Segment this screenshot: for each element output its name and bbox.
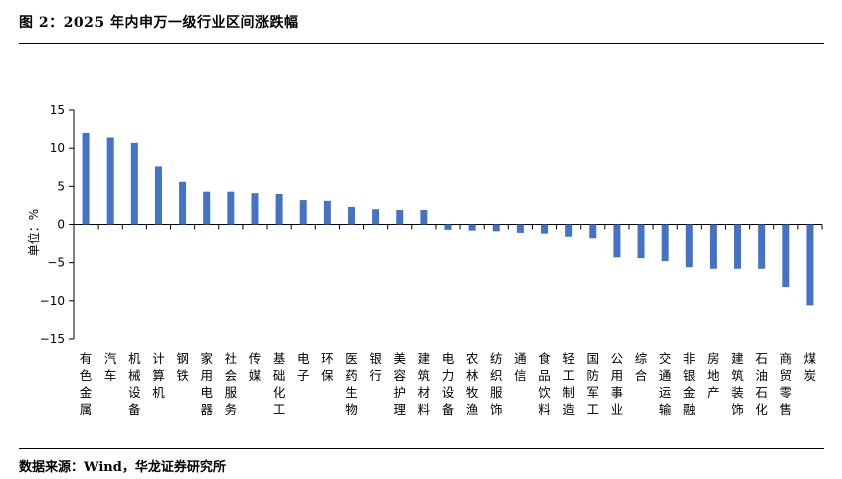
bar (444, 224, 452, 230)
bottom-rule (19, 448, 824, 449)
category-label: 汽车 (104, 351, 117, 383)
y-tick-label: 5 (57, 179, 65, 193)
bar (709, 224, 717, 269)
category-label: 综合 (635, 351, 648, 383)
bar (589, 224, 597, 239)
bar (637, 224, 645, 259)
category-label: 机械设备 (128, 351, 141, 417)
category-label: 轻工制造 (562, 351, 575, 417)
category-label: 建筑材料 (418, 351, 431, 417)
y-tick-label: −5 (47, 256, 65, 270)
bar (299, 200, 307, 225)
category-label: 环保 (321, 351, 334, 383)
category-label: 煤炭 (804, 351, 817, 383)
bar (106, 137, 114, 225)
category-label: 有色金属 (80, 351, 93, 417)
category-label: 医药生物 (345, 351, 358, 417)
y-axis-label: 单位：% (26, 209, 41, 256)
category-label: 钢铁 (176, 351, 189, 383)
category-label: 建筑装饰 (731, 351, 744, 417)
bar (613, 224, 621, 258)
bar (396, 209, 404, 225)
category-label: 石油石化 (755, 351, 768, 417)
category-label: 银行 (369, 351, 382, 383)
category-label: 非银金融 (683, 351, 696, 417)
y-tick-label: 15 (50, 103, 65, 117)
bar (203, 191, 211, 225)
bar (734, 224, 742, 269)
bar (227, 191, 235, 225)
bar (541, 224, 549, 234)
category-label: 传媒 (249, 351, 262, 383)
bar (492, 224, 500, 232)
category-label: 通信 (514, 351, 527, 383)
category-label: 纺织服饰 (490, 351, 503, 417)
bar (468, 224, 476, 231)
bar (372, 209, 380, 225)
bar (782, 224, 790, 288)
category-labels: 有色金属汽车机械设备计算机钢铁家用电器社会服务传媒基础化工电子环保医药生物银行美… (80, 351, 817, 417)
category-label: 家用电器 (200, 351, 213, 417)
category-label: 社会服务 (225, 351, 238, 417)
bar (179, 181, 187, 225)
bar (806, 224, 814, 306)
category-label: 食品饮料 (538, 351, 551, 417)
category-label: 交通运输 (659, 351, 672, 417)
chart-bars (82, 132, 814, 306)
top-rule (19, 43, 824, 44)
category-label: 房地产 (707, 351, 720, 400)
bar (420, 209, 428, 225)
bar (275, 193, 283, 225)
bar (661, 224, 669, 262)
y-tick-label: 10 (50, 141, 65, 155)
bar (758, 224, 766, 269)
bar (251, 193, 259, 225)
figure-title: 图 2：2025 年内申万一级行业区间涨跌幅 (19, 15, 299, 31)
category-label: 美容护理 (393, 351, 406, 417)
category-label: 公用事业 (611, 351, 624, 417)
bar (347, 206, 355, 225)
category-label: 农林牧渔 (466, 351, 479, 417)
category-label: 计算机 (152, 351, 165, 400)
bar (82, 132, 90, 225)
category-label: 基础化工 (273, 351, 286, 417)
y-tick-label: −10 (40, 294, 65, 308)
figure-source: 数据来源：Wind，华龙证券研究所 (19, 460, 226, 475)
category-label: 电子 (297, 351, 310, 383)
category-label: 商贸零售 (780, 351, 793, 417)
bar (685, 224, 693, 268)
bar (130, 142, 138, 225)
category-label: 电力设备 (442, 351, 455, 417)
bar (565, 224, 573, 237)
category-label: 国防军工 (587, 351, 600, 417)
bar (516, 224, 524, 233)
bar (154, 166, 162, 225)
bar (323, 200, 331, 225)
y-tick-labels: 15 10 5 0 −5 −10 −15 (40, 103, 65, 346)
y-tick-label: −15 (40, 332, 65, 346)
y-tick-label: 0 (57, 218, 65, 232)
